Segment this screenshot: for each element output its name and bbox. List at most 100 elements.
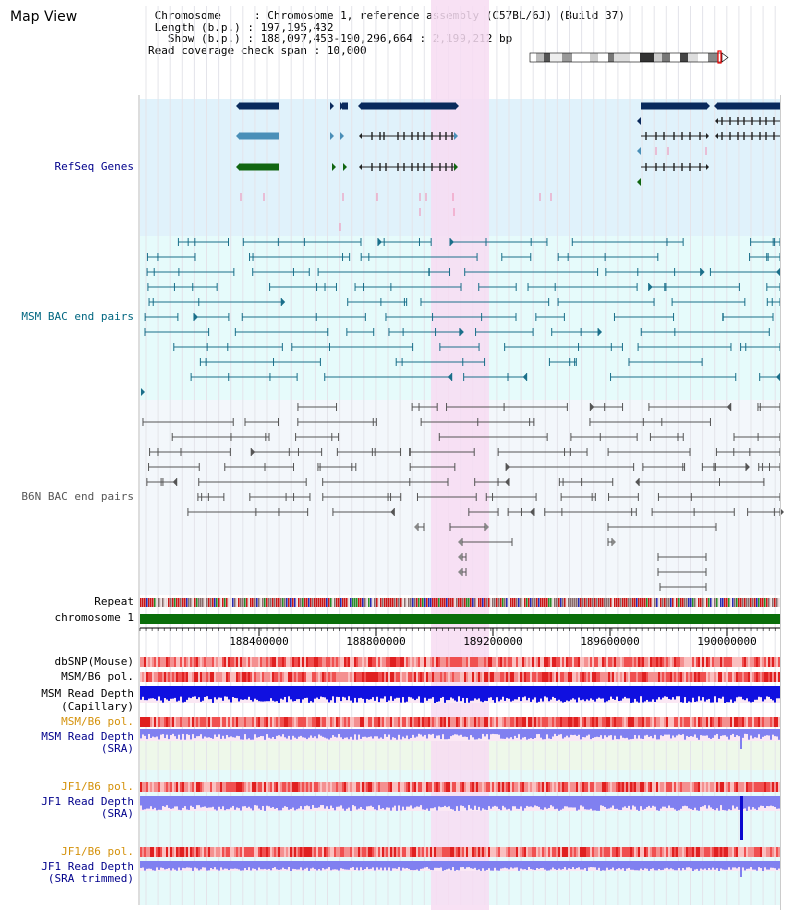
depth-bar	[468, 729, 470, 740]
depth-bar	[416, 796, 418, 807]
depth-bar	[346, 796, 348, 809]
depth-bar	[360, 796, 362, 807]
depth-bar	[672, 729, 674, 736]
polymorphism-cell	[482, 657, 484, 667]
depth-bar	[498, 861, 500, 871]
polymorphism-cell	[560, 672, 562, 682]
repeat-mark	[310, 598, 312, 607]
depth-bar	[692, 729, 694, 737]
polymorphism-cell	[412, 782, 414, 792]
polymorphism-cell	[384, 672, 386, 682]
msm-bac-label[interactable]: MSM BAC end pairs	[21, 310, 134, 323]
depth-bar	[608, 861, 610, 870]
polymorphism-cell	[176, 657, 178, 667]
repeat-mark	[650, 598, 652, 607]
repeat-mark	[198, 598, 200, 607]
polymorphism-cell	[676, 657, 678, 667]
polymorphism-cell	[286, 657, 288, 667]
polymorphism-cell	[538, 717, 540, 727]
depth-bar	[776, 796, 778, 809]
depth-bar	[304, 861, 306, 869]
polymorphism-cell	[670, 657, 672, 667]
depth-bar	[496, 686, 498, 698]
polymorphism-cell	[280, 672, 282, 682]
polymorphism-cell	[336, 717, 338, 727]
polymorphism-cell	[514, 782, 516, 792]
axis-tick-label: 188800000	[346, 635, 406, 648]
polymorphism-cell	[372, 782, 374, 792]
polymorphism-cell	[344, 847, 346, 857]
b6n-bac-label[interactable]: B6N BAC end pairs	[21, 490, 134, 503]
repeat-mark	[454, 598, 456, 607]
polymorphism-cell	[416, 717, 418, 727]
polymorphism-cell	[452, 782, 454, 792]
polymorphism-cell	[764, 717, 766, 727]
polymorphism-cell	[496, 782, 498, 792]
gene-arrow	[343, 163, 347, 171]
polymorphism-cell	[486, 657, 488, 667]
depth-bar	[682, 686, 684, 703]
polymorphism-cell	[482, 847, 484, 857]
refseq-genes-label[interactable]: RefSeq Genes	[54, 160, 134, 173]
polymorphism-cell	[372, 717, 374, 727]
polymorphism-cell	[596, 782, 598, 792]
polymorphism-cell	[238, 672, 240, 682]
depth-bar	[328, 796, 330, 810]
polymorphism-cell	[226, 657, 228, 667]
polymorphism-cell	[542, 717, 544, 727]
polymorphism-cell	[710, 847, 712, 857]
polymorphism-cell	[490, 847, 492, 857]
depth-bar	[470, 796, 472, 809]
polymorphism-cell	[410, 672, 412, 682]
depth-bar	[618, 729, 620, 740]
depth-bar	[452, 796, 454, 810]
depth-bar	[766, 686, 768, 697]
polymorphism-cell	[330, 672, 332, 682]
depth-bar	[332, 686, 334, 697]
depth-bar	[520, 729, 522, 740]
polymorphism-cell	[310, 717, 312, 727]
polymorphism-cell	[640, 717, 642, 727]
ideogram-band	[530, 53, 536, 62]
depth-bar	[258, 729, 260, 737]
depth-bar	[292, 796, 294, 808]
repeat-mark	[640, 598, 642, 607]
repeat-mark	[162, 598, 164, 607]
polymorphism-cell	[496, 717, 498, 727]
polymorphism-cell	[432, 717, 434, 727]
polymorphism-cell	[768, 672, 770, 682]
depth-bar	[404, 729, 406, 739]
polymorphism-cell	[706, 657, 708, 667]
polymorphism-cell	[598, 657, 600, 667]
depth-bar	[252, 686, 254, 702]
depth-bar	[232, 796, 234, 806]
depth-bar	[470, 729, 472, 736]
depth-bar	[216, 796, 218, 811]
repeat-mark	[286, 598, 288, 607]
polymorphism-cell	[324, 672, 326, 682]
repeat-mark	[480, 598, 482, 607]
depth-bar	[258, 796, 260, 809]
depth-bar	[390, 729, 392, 740]
polymorphism-cell	[286, 717, 288, 727]
polymorphism-cell	[442, 847, 444, 857]
depth-bar	[520, 796, 522, 807]
polymorphism-cell	[232, 672, 234, 682]
depth-bar	[612, 686, 614, 699]
depth-bar	[456, 861, 458, 870]
depth-bar	[322, 686, 324, 698]
polymorphism-cell	[628, 672, 630, 682]
depth-bar	[366, 861, 368, 868]
depth-bar	[428, 861, 430, 869]
polymorphism-cell	[568, 672, 570, 682]
depth-bar	[546, 686, 548, 698]
depth-bar	[578, 796, 580, 810]
polymorphism-cell	[660, 672, 662, 682]
repeat-mark	[676, 598, 678, 607]
depth-bar	[494, 796, 496, 806]
depth-bar	[236, 686, 238, 699]
depth-bar	[172, 796, 174, 809]
depth-bar	[280, 796, 282, 811]
polymorphism-cell	[596, 717, 598, 727]
